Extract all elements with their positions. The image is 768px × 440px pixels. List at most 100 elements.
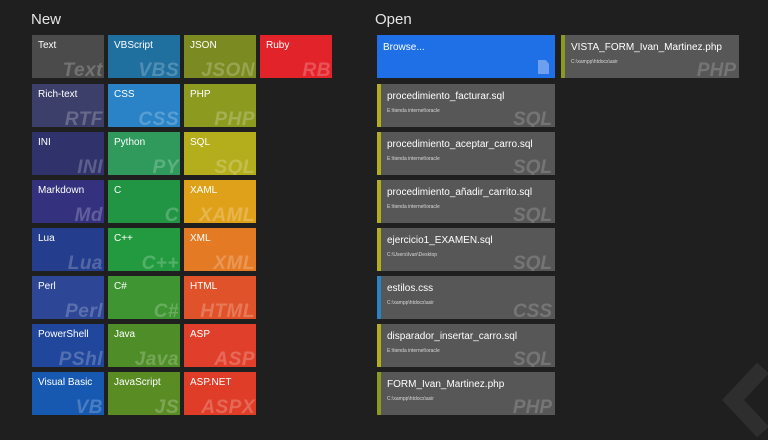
browse-label: Browse...: [383, 42, 425, 53]
new-tile-text[interactable]: Text Text: [32, 35, 104, 78]
file-name: procedimiento_añadir_carrito.sql: [387, 187, 533, 198]
new-tile-xml[interactable]: XML XML: [184, 228, 256, 271]
tile-label: Lua: [38, 233, 55, 244]
file-path: E:\tienda internet\oracle: [387, 204, 440, 210]
new-tile-markdown[interactable]: Markdown Md: [32, 180, 104, 223]
file-path: C:\Users\Ivan\Desktop: [387, 252, 438, 258]
tile-watermark: VBS: [138, 60, 179, 78]
document-icon: [538, 60, 549, 74]
new-tile-javascript[interactable]: JavaScript JS: [108, 372, 180, 415]
open-heading: Open: [375, 11, 412, 28]
file-type-stripe: [377, 372, 381, 415]
new-tile-xaml[interactable]: XAML XAML: [184, 180, 256, 223]
file-name: estilos.css: [387, 283, 434, 294]
tile-watermark: HTML: [200, 301, 255, 319]
file-path: E:\tienda internet\oracle: [387, 348, 440, 354]
tile-watermark: JS: [154, 397, 179, 415]
new-tile-powershell[interactable]: PowerShell PShl: [32, 324, 104, 367]
tile-label: Markdown: [38, 185, 85, 196]
new-tile-css[interactable]: CSS CSS: [108, 84, 180, 127]
tile-watermark: Java: [134, 349, 179, 367]
tile-watermark: Perl: [65, 301, 103, 319]
file-name: VISTA_FORM_Ivan_Martinez.php: [571, 42, 722, 53]
recent-file-item[interactable]: procedimiento_facturar.sql E:\tienda inte…: [377, 84, 555, 127]
tile-watermark: INI: [77, 157, 103, 175]
chevron-left-icon: [722, 362, 768, 438]
new-tile-python[interactable]: Python PY: [108, 132, 180, 175]
new-tile-sql[interactable]: SQL SQL: [184, 132, 256, 175]
file-ext-watermark: PHP: [696, 60, 736, 78]
new-tile-java[interactable]: Java Java: [108, 324, 180, 367]
tile-watermark: RB: [302, 60, 331, 78]
file-name: procedimiento_facturar.sql: [387, 91, 505, 102]
file-path: E:\tienda internet\oracle: [387, 108, 440, 114]
tile-watermark: JSON: [201, 60, 255, 78]
tile-label: Python: [114, 137, 146, 148]
file-ext-watermark: PHP: [512, 397, 552, 415]
new-tile-asp[interactable]: ASP ASP: [184, 324, 256, 367]
tile-label: ASP: [190, 329, 211, 340]
recent-file-item[interactable]: estilos.css C:\xampp\htdocs\asir CSS: [377, 276, 555, 319]
tile-label: HTML: [190, 281, 218, 292]
file-name: ejercicio1_EXAMEN.sql: [387, 235, 493, 246]
tile-watermark: Lua: [67, 253, 103, 271]
recent-file-item[interactable]: ejercicio1_EXAMEN.sql C:\Users\Ivan\Deskt…: [377, 228, 555, 271]
new-tile-json[interactable]: JSON JSON: [184, 35, 256, 78]
tile-watermark: Text: [62, 60, 103, 78]
file-type-stripe: [561, 35, 565, 78]
file-path: C:\xampp\htdocs\asir: [571, 59, 618, 65]
new-tile-html[interactable]: HTML HTML: [184, 276, 256, 319]
new-tile-c[interactable]: C++ C++: [108, 228, 180, 271]
tile-label: VBScript: [114, 40, 153, 51]
recent-file-item[interactable]: VISTA_FORM_Ivan_Martinez.php C:\xampp\htd…: [561, 35, 739, 78]
tile-label: Visual Basic: [38, 377, 93, 388]
file-name: FORM_Ivan_Martinez.php: [387, 379, 505, 390]
tile-watermark: XAML: [199, 205, 255, 223]
browse-button[interactable]: Browse...: [377, 35, 555, 78]
file-type-stripe: [377, 132, 381, 175]
recent-file-item[interactable]: procedimiento_aceptar_carro.sql E:\tienda…: [377, 132, 555, 175]
tile-label: Java: [114, 329, 136, 340]
new-tile-ini[interactable]: INI INI: [32, 132, 104, 175]
tile-label: C: [114, 185, 122, 196]
tile-label: CSS: [114, 89, 135, 100]
file-path: E:\tienda internet\oracle: [387, 156, 440, 162]
recent-file-item[interactable]: procedimiento_añadir_carrito.sql E:\tiend…: [377, 180, 555, 223]
tile-label: C++: [114, 233, 133, 244]
new-tile-lua[interactable]: Lua Lua: [32, 228, 104, 271]
file-ext-watermark: SQL: [512, 205, 552, 223]
file-ext-watermark: SQL: [512, 253, 552, 271]
tile-watermark: VB: [75, 397, 103, 415]
new-tile-perl[interactable]: Perl Perl: [32, 276, 104, 319]
tile-label: C#: [114, 281, 127, 292]
tile-watermark: C#: [153, 301, 179, 319]
recent-file-item[interactable]: FORM_Ivan_Martinez.php C:\xampp\htdocs\as…: [377, 372, 555, 415]
tile-label: ASP.NET: [190, 377, 232, 388]
file-path: C:\xampp\htdocs\asir: [387, 300, 434, 306]
tile-watermark: PShl: [58, 349, 103, 367]
tile-watermark: C: [164, 205, 179, 223]
tile-watermark: XML: [213, 253, 255, 271]
file-type-stripe: [377, 84, 381, 127]
tile-label: Ruby: [266, 40, 290, 51]
new-tile-ruby[interactable]: Ruby RB: [260, 35, 332, 78]
file-ext-watermark: SQL: [512, 157, 552, 175]
tile-label: SQL: [190, 137, 211, 148]
new-tile-php[interactable]: PHP PHP: [184, 84, 256, 127]
new-tile-c[interactable]: C# C#: [108, 276, 180, 319]
tile-watermark: Md: [74, 205, 103, 223]
tile-watermark: ASPX: [201, 397, 255, 415]
file-type-stripe: [377, 324, 381, 367]
new-tile-rich-text[interactable]: Rich-text RTF: [32, 84, 104, 127]
new-tile-visual-basic[interactable]: Visual Basic VB: [32, 372, 104, 415]
tile-label: XML: [190, 233, 211, 244]
file-ext-watermark: SQL: [512, 109, 552, 127]
recent-file-item[interactable]: disparador_insertar_carro.sql E:\tienda i…: [377, 324, 555, 367]
tile-label: Text: [38, 40, 57, 51]
new-tile-vbscript[interactable]: VBScript VBS: [108, 35, 180, 78]
new-tile-asp-net[interactable]: ASP.NET ASPX: [184, 372, 256, 415]
tile-label: PHP: [190, 89, 211, 100]
tile-watermark: C++: [141, 253, 179, 271]
file-type-stripe: [377, 180, 381, 223]
